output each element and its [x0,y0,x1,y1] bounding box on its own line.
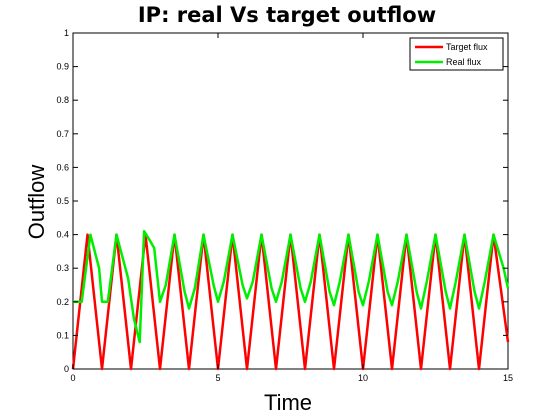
y-tick-label: 0.8 [56,95,69,105]
plot-area [72,32,509,370]
y-tick-label: 0.7 [56,129,69,139]
plot-frame [72,32,509,370]
y-tick-label: 0.6 [56,162,69,172]
x-tick-label: 0 [70,373,75,383]
legend-label-2: Real flux [446,57,482,67]
y-tick-label: 0.2 [56,297,69,307]
chart-title: IP: real Vs target outflow [138,3,436,27]
y-tick-label: 0.5 [56,196,69,206]
axis-ticks: 0 5 10 15 0 0.1 0.2 0.3 0.4 0.5 0.6 0.7 0.8 0.9 1 [56,28,513,383]
x-tick-label: 15 [503,373,513,383]
y-axis-label: Outflow [24,165,49,240]
y-tick-label: 0 [64,364,69,374]
legend-label-1: Target flux [446,42,488,52]
series-line-2 [73,229,510,344]
y-tick-label: 1 [64,28,69,38]
y-tick-label: 0.4 [56,230,69,240]
x-tick-label: 5 [215,373,220,383]
series-layer [71,229,510,371]
x-tick-label: 10 [358,373,368,383]
y-tick-label: 0.3 [56,263,69,273]
legend: Target flux Real flux [409,37,504,71]
y-tick-label: 0.1 [56,330,69,340]
y-tick-label: 0.9 [56,62,69,72]
legend-box [409,37,504,71]
x-axis-label: Time [264,390,312,415]
